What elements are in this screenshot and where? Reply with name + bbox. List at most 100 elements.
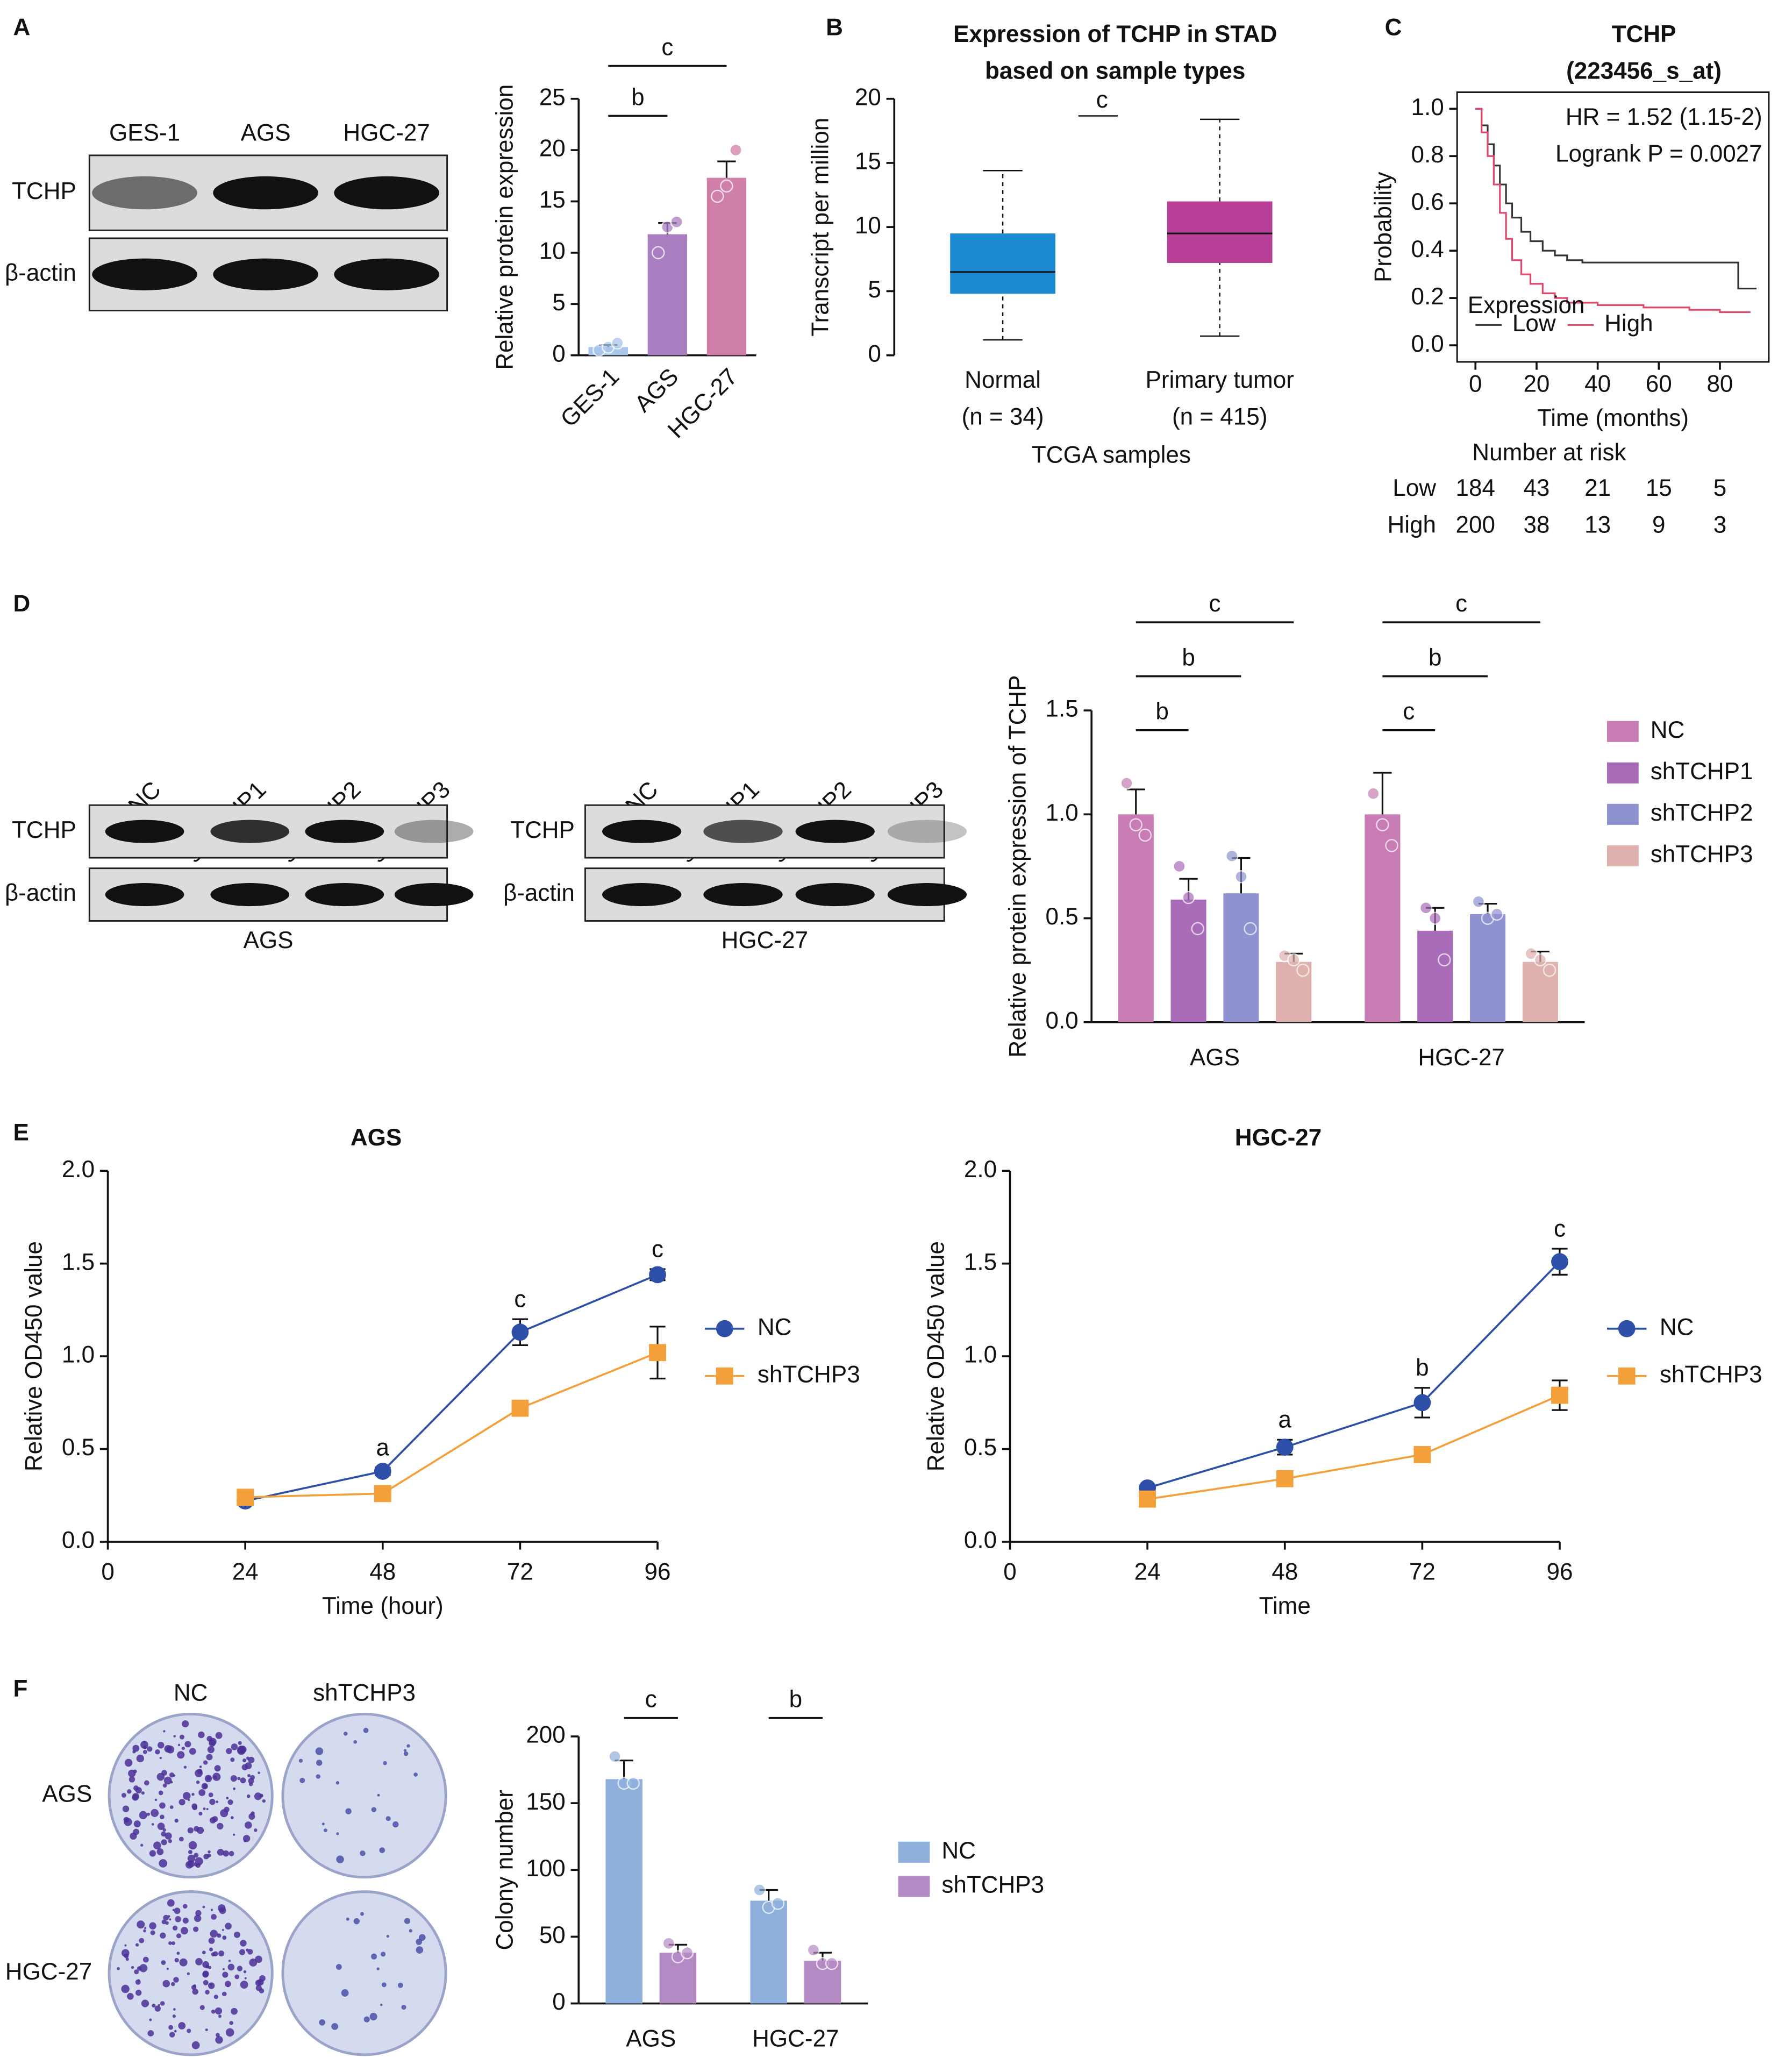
- colony: [254, 1792, 262, 1800]
- significance-label: a: [376, 1434, 390, 1461]
- legend-label: shTCHP1: [1651, 758, 1753, 785]
- colony: [158, 1742, 165, 1749]
- colony: [215, 1732, 223, 1739]
- y-tick-label: 0.0: [62, 1527, 95, 1554]
- colony: [316, 1774, 320, 1779]
- data-point: [1296, 963, 1310, 977]
- data-point: [626, 1776, 640, 1790]
- data-point: [1120, 777, 1133, 790]
- colony: [248, 1782, 253, 1786]
- marker: [1618, 1367, 1636, 1385]
- y-axis-label: Relative protein expression: [491, 84, 518, 370]
- y-tick-label: 0.5: [62, 1434, 95, 1461]
- colony: [212, 1951, 218, 1957]
- data-point: [1234, 870, 1248, 884]
- colony: [237, 1746, 246, 1755]
- colony: [195, 1769, 203, 1777]
- colony: [125, 1957, 129, 1961]
- y-tick-label: 0.4: [1411, 236, 1444, 262]
- colony: [182, 1904, 188, 1909]
- colony: [195, 1957, 203, 1966]
- data-point: [1191, 922, 1204, 936]
- data-point: [1129, 818, 1143, 831]
- colony: [168, 1839, 172, 1843]
- legend-label: shTCHP3: [1651, 841, 1753, 867]
- data-point: [1385, 839, 1398, 852]
- colony: [255, 1955, 262, 1963]
- panel-label: A: [13, 15, 30, 41]
- significance-label: c: [1455, 590, 1467, 617]
- significance-label: c: [1209, 590, 1220, 617]
- colony: [205, 2028, 208, 2032]
- colony: [161, 1960, 166, 1965]
- colony: [149, 2018, 152, 2021]
- blot-band: [394, 883, 474, 907]
- colony: [135, 1979, 141, 1985]
- colony: [231, 1743, 238, 1750]
- colony: [322, 1822, 325, 1826]
- colony: [229, 1850, 234, 1856]
- colony: [246, 1794, 251, 1798]
- colony: [191, 2041, 200, 2049]
- legend-swatch: [1607, 803, 1639, 825]
- colony: [215, 2007, 223, 2015]
- blot-band: [887, 820, 967, 843]
- colony: [189, 1748, 196, 1755]
- colony: [169, 1918, 172, 1921]
- colony: [127, 1992, 134, 2000]
- legend-label: NC: [1651, 717, 1685, 743]
- colony: [169, 2032, 175, 2038]
- colony: [174, 1907, 181, 1914]
- colony: [245, 1821, 252, 1829]
- y-tick-label: 5: [552, 289, 565, 316]
- y-tick-label: 1.5: [62, 1249, 95, 1275]
- blot-band: [105, 820, 184, 843]
- colony: [164, 1745, 172, 1753]
- risk-value: 5: [1713, 475, 1726, 501]
- colony: [123, 1817, 130, 1823]
- y-axis-label: Relative OD450 value: [923, 1241, 949, 1471]
- colony: [136, 1754, 145, 1763]
- colony: [324, 1828, 327, 1833]
- y-tick-label: 20: [539, 136, 566, 162]
- lane-label: GES-1: [109, 119, 180, 146]
- lane-label: HGC-27: [343, 119, 430, 146]
- colony: [168, 1941, 172, 1945]
- colony: [228, 1960, 231, 1962]
- risk-value: 200: [1456, 511, 1495, 538]
- colony: [173, 1735, 176, 1738]
- colony: [403, 1751, 409, 1756]
- colony: [135, 1989, 142, 1996]
- colony: [173, 1977, 179, 1983]
- panel-label: D: [13, 590, 30, 617]
- colony: [383, 1761, 387, 1765]
- colony: [230, 1757, 235, 1762]
- panel-label: B: [826, 15, 843, 41]
- marker: [1551, 1386, 1568, 1404]
- colony: [139, 1811, 147, 1819]
- x-tick-label: 96: [645, 1558, 671, 1585]
- colony: [397, 1982, 403, 1988]
- bar: [1470, 914, 1506, 1022]
- risk-value: 3: [1713, 511, 1726, 538]
- colony: [117, 1967, 120, 1970]
- colony: [404, 1918, 411, 1924]
- data-point: [825, 1956, 839, 1970]
- colony: [331, 2023, 339, 2030]
- y-tick-label: 0.0: [1411, 331, 1444, 357]
- colony: [161, 1919, 167, 1925]
- colony: [206, 1776, 211, 1781]
- colony: [169, 1805, 174, 1809]
- blot-band: [92, 258, 197, 290]
- x-tick-label: 48: [369, 1558, 396, 1585]
- colony: [174, 2030, 177, 2033]
- colony: [139, 1964, 148, 1973]
- colony: [121, 1792, 126, 1798]
- colony-row-label: HGC-27: [5, 1959, 92, 1985]
- colony: [194, 1914, 202, 1923]
- y-axis-label: Relative protein expression of TCHP: [1004, 675, 1031, 1057]
- colony: [218, 1904, 226, 1912]
- data-point: [1225, 849, 1239, 863]
- colony: [163, 1776, 172, 1785]
- blot-band: [703, 820, 783, 843]
